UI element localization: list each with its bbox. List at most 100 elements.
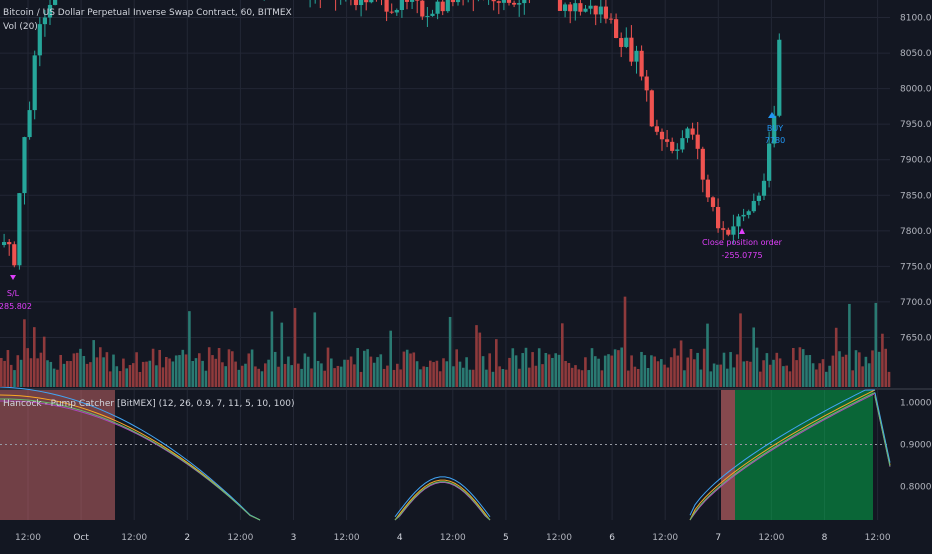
candle-body <box>42 17 47 25</box>
volume-bar <box>379 354 383 387</box>
volume-bar <box>699 369 703 387</box>
volume-bar <box>630 355 633 387</box>
volume-bar <box>887 371 891 387</box>
candle-body <box>721 228 726 230</box>
volume-bar <box>815 369 818 387</box>
volume-bar <box>452 366 455 387</box>
candle-body <box>649 90 654 127</box>
volume-bar <box>689 348 693 387</box>
time-tick-label: 8 <box>822 533 828 543</box>
volume-bar <box>376 357 379 387</box>
indicator-line <box>0 398 261 521</box>
volume-bar <box>85 363 89 387</box>
candle-body <box>608 18 614 20</box>
candle-body <box>455 0 461 3</box>
volume-bar <box>165 356 168 387</box>
volume-bar <box>518 368 521 387</box>
volume-bar <box>673 348 676 387</box>
volume-bar <box>29 358 33 387</box>
time-tick-label: 12:00 <box>758 533 784 543</box>
volume-bar <box>188 311 191 387</box>
volume-bar <box>227 349 231 387</box>
annotation-value: -255.0775 <box>721 251 762 260</box>
volume-bar <box>389 330 392 387</box>
symbol-title[interactable]: Bitcoin / US Dollar Perpetual Inverse Sw… <box>3 8 292 18</box>
volume-bar <box>831 355 835 387</box>
volume-bar <box>363 350 366 387</box>
volume-bar <box>501 369 505 387</box>
volume-bar <box>158 349 161 387</box>
annotation-label: Close position order <box>702 238 783 247</box>
volume-label[interactable]: Vol (20) <box>3 22 38 32</box>
volume-bar <box>811 363 815 387</box>
candle-body <box>777 39 782 116</box>
volume-bar <box>458 361 462 387</box>
volume-bar <box>574 365 577 387</box>
volume-bar <box>95 357 99 387</box>
volume-bar <box>145 361 148 387</box>
volume-bar <box>640 351 643 387</box>
volume-bar <box>874 302 878 387</box>
volume-bar <box>646 367 650 387</box>
candle-body <box>716 206 721 229</box>
price-tick-label: 8000.0 <box>900 85 932 95</box>
indicator-line <box>394 479 491 521</box>
volume-bar <box>676 355 680 387</box>
volume-bar <box>712 363 716 387</box>
volume-bar <box>184 354 188 387</box>
volume-bar <box>590 348 594 387</box>
volume-bar <box>290 365 293 387</box>
volume-bar <box>577 369 581 387</box>
volume-bar <box>653 356 656 387</box>
candle-body <box>654 126 659 132</box>
volume-bar <box>231 351 234 387</box>
candle-body <box>522 0 527 4</box>
indicator-label[interactable]: Hancock - Pump Catcher [BitMEX] (12, 26,… <box>3 399 295 409</box>
volume-bar <box>306 356 310 387</box>
volume-bar <box>854 350 858 387</box>
candle-body <box>17 193 22 266</box>
volume-bar <box>42 336 46 387</box>
volume-bar <box>138 371 142 387</box>
volume-bar <box>745 360 749 387</box>
volume-bar <box>795 360 798 387</box>
volume-bar <box>706 323 709 387</box>
volume-bar <box>442 358 445 387</box>
candle-body <box>430 13 435 16</box>
candle-body <box>37 24 42 56</box>
candle-body <box>731 226 736 235</box>
time-tick-label: 3 <box>291 533 297 543</box>
volume-bar <box>343 359 346 387</box>
volume-bar <box>135 352 138 387</box>
candle-body <box>588 5 593 9</box>
time-tick-label: 2 <box>184 533 190 543</box>
candle-body <box>619 38 624 47</box>
time-tick-label: 12:00 <box>440 533 466 543</box>
volume-bar <box>818 363 821 387</box>
volume-bar <box>726 368 729 387</box>
volume-bar <box>808 355 812 387</box>
volume-bar <box>346 359 350 387</box>
time-tick-label: 7 <box>715 533 721 543</box>
volume-bar <box>825 371 828 387</box>
volume-bar <box>99 347 102 387</box>
volume-bar <box>636 369 640 387</box>
volume-bar <box>102 357 105 387</box>
volume-bar <box>683 370 686 387</box>
time-tick-label: Oct <box>73 533 89 543</box>
volume-bar <box>356 347 359 387</box>
candle-body <box>685 128 690 139</box>
candle-body <box>751 200 756 212</box>
candle-body <box>700 148 705 180</box>
volume-bar <box>221 362 224 387</box>
volume-bar <box>115 366 119 387</box>
volume-bar <box>320 363 323 387</box>
time-tick-label: 5 <box>503 533 509 543</box>
candle-body <box>415 0 420 1</box>
volume-bar <box>848 303 851 387</box>
candle-body <box>353 0 359 6</box>
volume-bar <box>696 352 699 387</box>
candle-body <box>675 149 680 151</box>
